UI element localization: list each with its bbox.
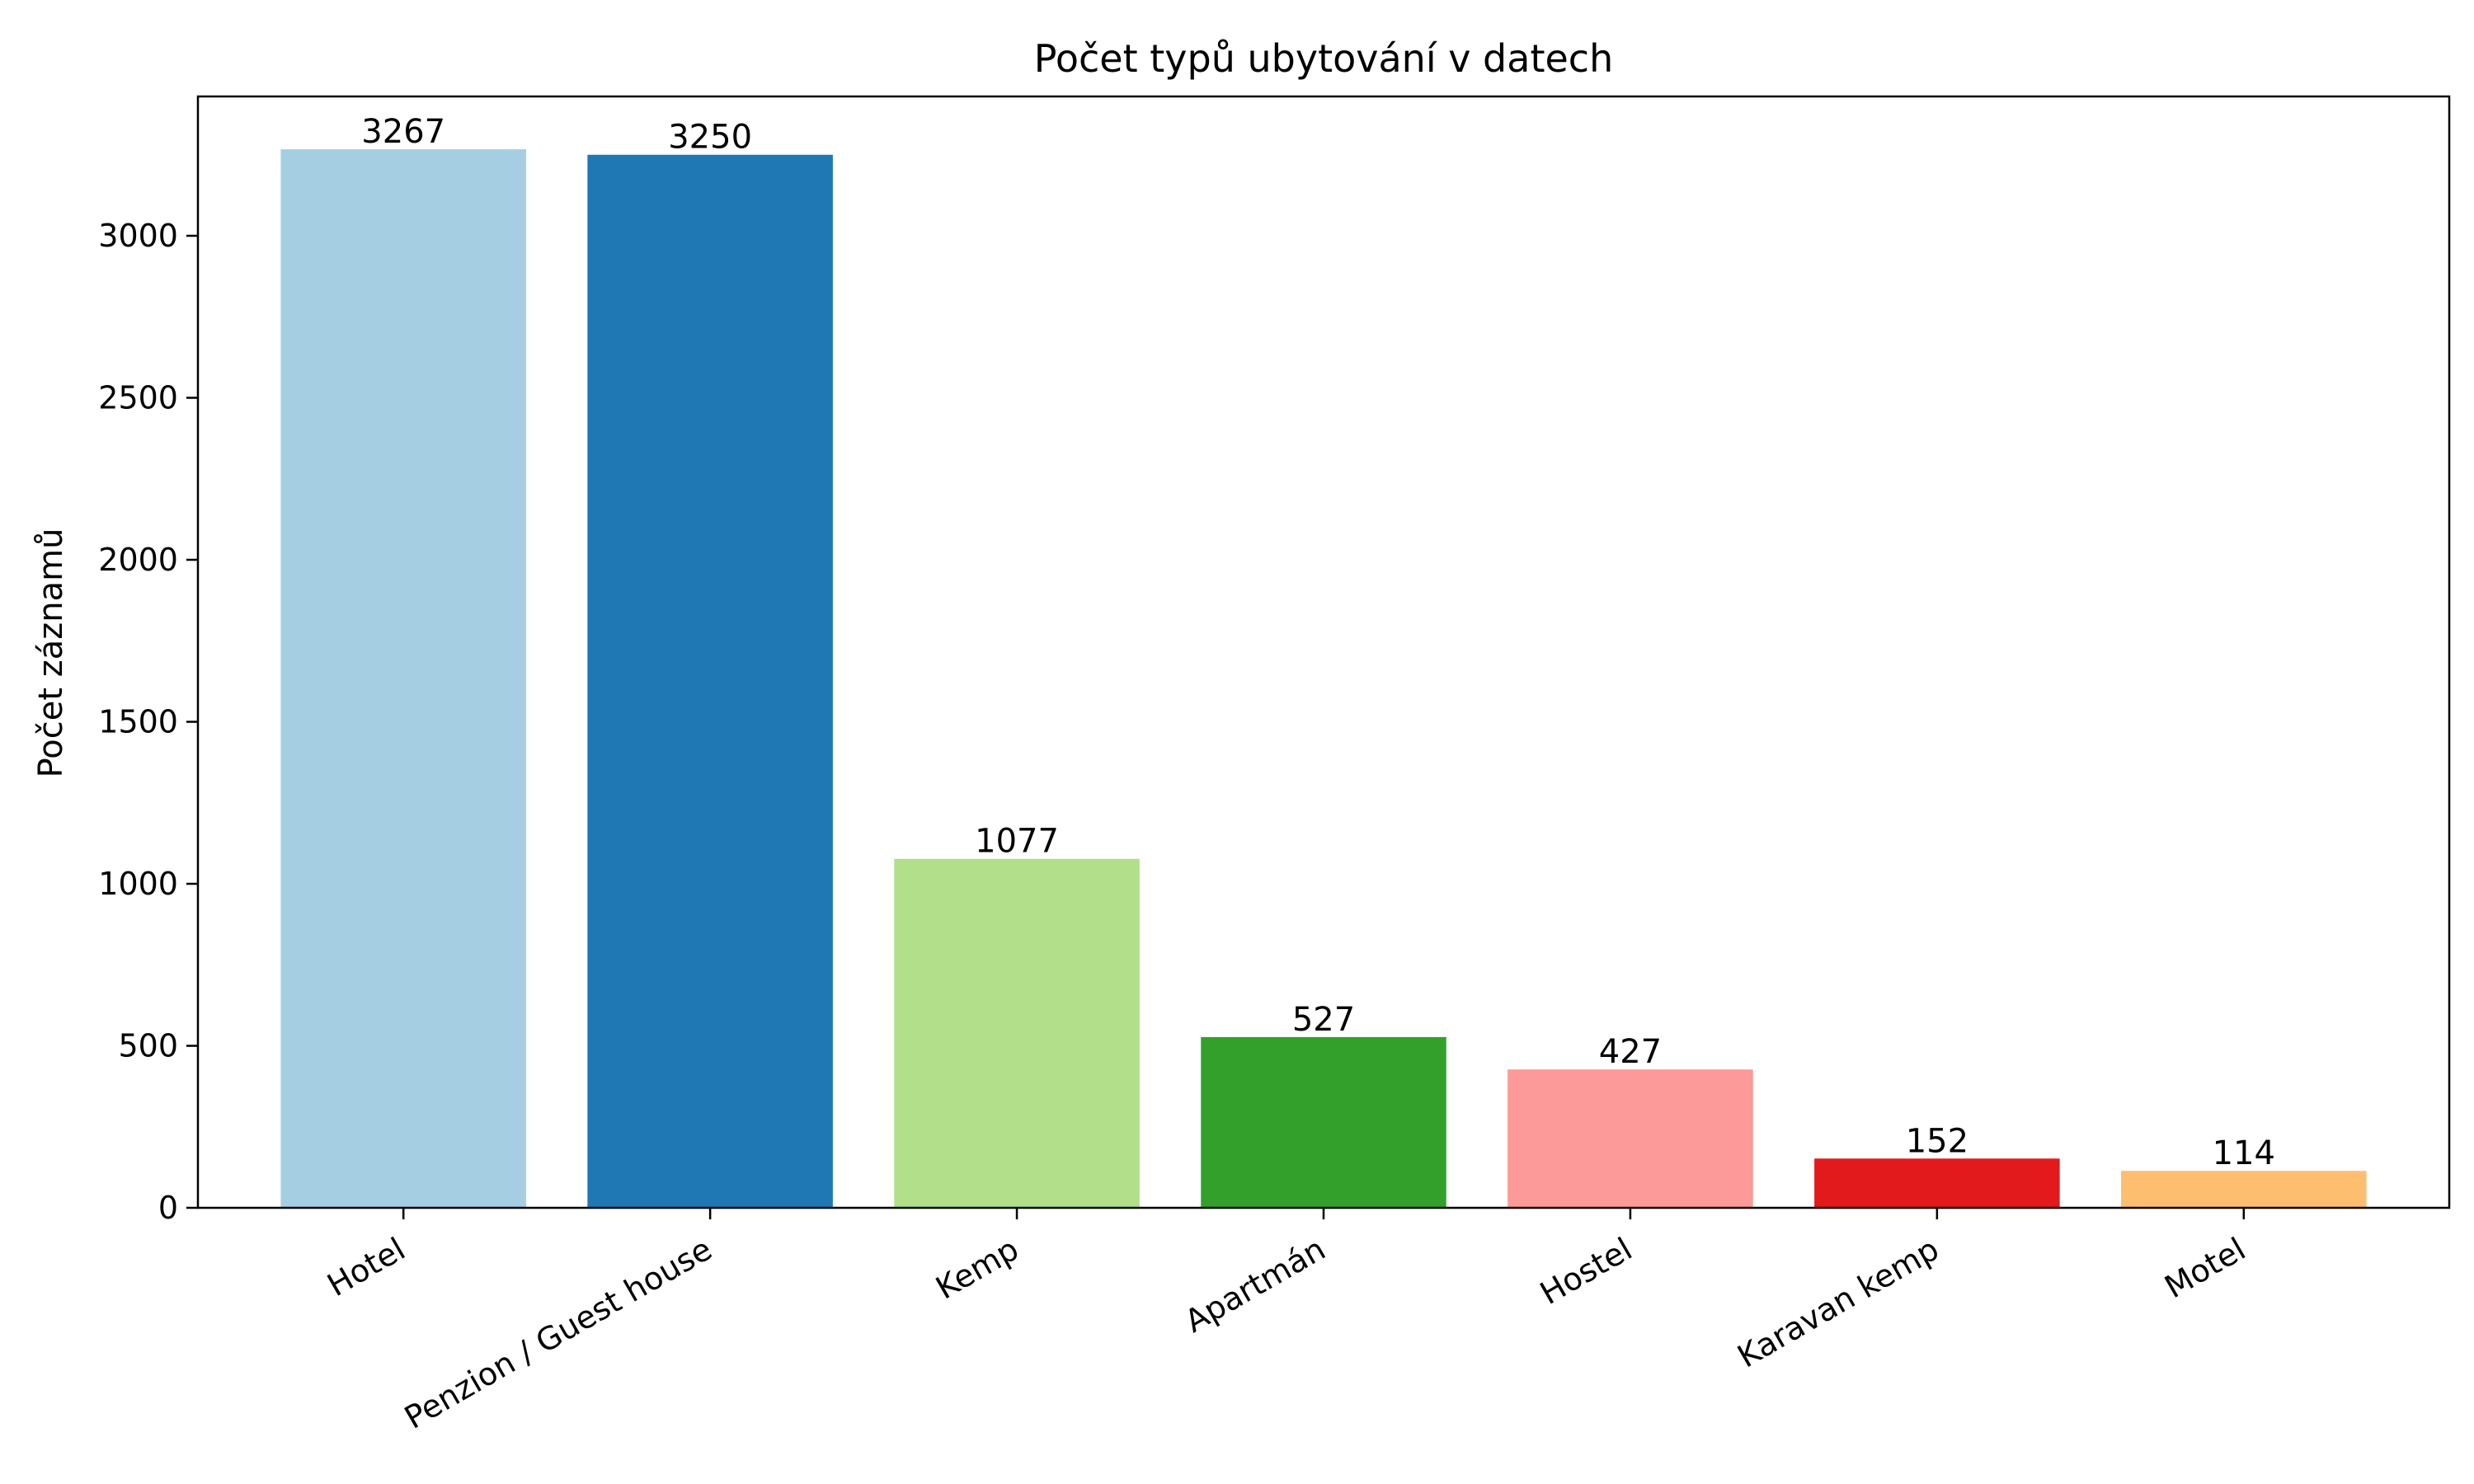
data-label: 427 (1599, 1033, 1662, 1071)
bar-motel (2121, 1171, 2367, 1208)
x-tick-label: Apartmán (1178, 1231, 1331, 1340)
data-label: 1077 (975, 823, 1059, 861)
x-tick-label: Hostel (1534, 1231, 1638, 1312)
plot-area: 3267 Hotel 3250 Penzion / Guest house 1077 Ke… (98, 95, 2451, 1436)
data-label: 527 (1292, 1001, 1355, 1039)
y-tick-label: 500 (118, 1027, 178, 1064)
y-tick-label: 0 (158, 1190, 178, 1226)
x-tick-label: Penzion / Guest house (398, 1231, 718, 1436)
y-tick-label: 2000 (98, 542, 178, 578)
data-label: 114 (2213, 1134, 2275, 1172)
data-label: 3267 (361, 113, 445, 151)
bar-penzion-guest-house (587, 154, 833, 1209)
bar-karavan-kemp (1814, 1158, 2060, 1208)
bar-hostel (1507, 1069, 1753, 1208)
bar-hotel (280, 149, 526, 1209)
x-tick-label: Karavan kemp (1731, 1231, 1945, 1375)
bar-kemp (894, 858, 1140, 1208)
y-tick-label: 3000 (98, 218, 178, 254)
y-axis-label: Počet záznamů (32, 528, 70, 778)
y-tick-label: 1500 (98, 703, 178, 740)
data-label: 3250 (668, 119, 752, 157)
y-tick-label: 1000 (98, 866, 178, 902)
data-label: 152 (1906, 1122, 1968, 1160)
x-tick-label: Motel (2158, 1231, 2251, 1306)
axes-frame (196, 95, 2451, 1209)
y-tick-label: 2500 (98, 379, 178, 416)
chart-title: Počet typů ubytování v datech (1034, 36, 1613, 81)
bar-apartm-n (1201, 1036, 1446, 1208)
x-tick-label: Kemp (929, 1231, 1024, 1307)
x-tick-label: Hotel (322, 1231, 412, 1303)
